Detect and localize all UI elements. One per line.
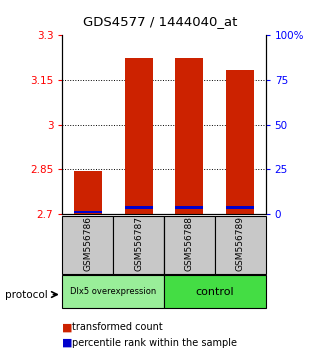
Bar	[226, 206, 254, 209]
Bar	[215, 216, 266, 274]
Text: GSM556788: GSM556788	[185, 217, 194, 272]
Bar	[124, 58, 153, 214]
Bar	[74, 171, 102, 214]
Text: control: control	[196, 287, 234, 297]
Bar	[175, 58, 204, 214]
Bar	[164, 216, 215, 274]
Text: Dlx5 overexpression: Dlx5 overexpression	[70, 287, 156, 296]
Text: GSM556786: GSM556786	[83, 217, 92, 272]
Bar	[74, 211, 102, 213]
Text: protocol: protocol	[5, 290, 48, 299]
Bar	[226, 70, 254, 214]
Bar	[124, 206, 153, 209]
Text: percentile rank within the sample: percentile rank within the sample	[72, 338, 237, 348]
Bar	[164, 275, 266, 308]
Text: ■: ■	[62, 322, 73, 332]
Text: GSM556789: GSM556789	[236, 217, 245, 272]
Text: GDS4577 / 1444040_at: GDS4577 / 1444040_at	[83, 15, 237, 28]
Bar	[175, 206, 204, 209]
Bar	[62, 216, 113, 274]
Bar	[62, 275, 164, 308]
Text: GSM556787: GSM556787	[134, 217, 143, 272]
Bar	[113, 216, 164, 274]
Text: ■: ■	[62, 338, 73, 348]
Text: transformed count: transformed count	[72, 322, 163, 332]
